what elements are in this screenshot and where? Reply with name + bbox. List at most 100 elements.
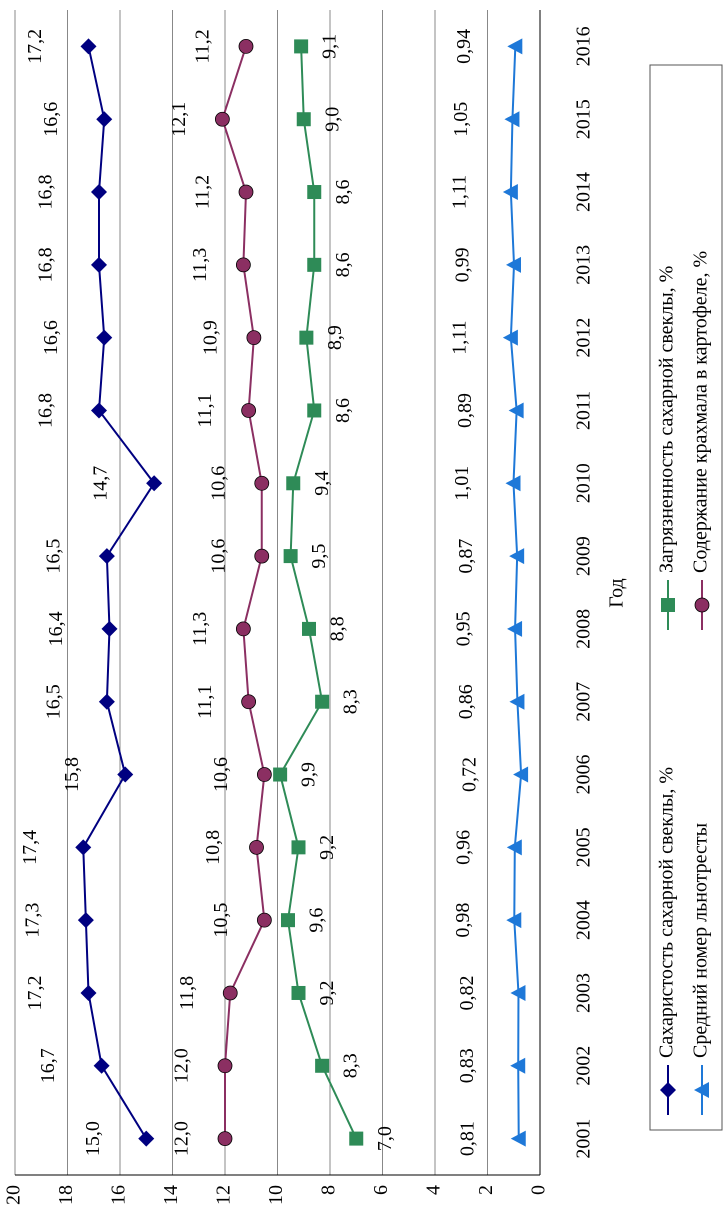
data-point [291,985,306,1000]
series-line [509,46,523,1139]
legend-marker [694,597,710,613]
x-tick-label: 2015 [573,99,595,139]
x-tick-label: 2008 [573,609,595,649]
data-point [256,767,272,782]
data-point [214,111,230,127]
data-label: 10,8 [202,830,224,865]
data-label: 0,95 [453,611,475,646]
data-label: 0,89 [454,393,476,428]
data-label: 11,1 [194,685,216,719]
data-label: 9,1 [319,34,341,59]
data-label: 0,94 [453,29,475,64]
data-point [302,621,316,636]
x-tick-label: 2013 [573,245,595,285]
data-label: 9,9 [298,762,320,787]
data-point [238,39,254,54]
data-label: 0,99 [452,247,474,282]
data-point [315,1058,330,1073]
data-label: 0,86 [455,684,477,719]
data-label: 12,0 [171,1121,193,1156]
data-label: 10,5 [210,903,232,938]
data-point [286,476,301,491]
y-tick-label: 14 [160,1185,182,1205]
data-point [502,329,518,346]
data-point [96,329,113,346]
data-label: 14,7 [90,466,112,501]
data-point [96,111,113,128]
legend-label: Загрязненность сахарной свеклы, % [656,266,678,573]
data-label: 9,2 [316,980,338,1005]
data-point [504,111,520,128]
data-label: 0,72 [459,757,481,792]
data-label: 8,6 [332,180,354,205]
data-label: 16,7 [37,1048,59,1083]
data-point [256,912,272,928]
data-label: 11,3 [189,248,211,282]
data-point [146,475,163,492]
y-tick-label: 8 [318,1185,340,1195]
data-label: 9,4 [311,471,333,496]
data-point [235,621,251,637]
data-point [77,912,94,929]
data-label: 1,01 [451,466,473,501]
series-line [279,46,358,1140]
data-point [513,766,529,783]
data-label: 10,6 [207,539,229,574]
legend-label: Содержание крахмала в картофеле, % [690,251,712,573]
data-point [283,549,298,564]
data-label: 11,2 [192,29,214,63]
y-tick-label: 12 [213,1185,235,1205]
data-label: 16,6 [40,320,62,355]
data-label: 9,6 [306,908,328,933]
legend-marker [661,598,675,612]
data-label: 12,0 [171,1048,193,1083]
data-label: 7,0 [374,1126,396,1151]
y-tick-label: 0 [528,1185,550,1195]
data-label: 8,3 [340,689,362,714]
x-tick-label: 2016 [573,26,595,66]
y-tick-label: 6 [370,1185,392,1195]
data-point [93,1057,110,1074]
y-tick-label: 18 [55,1185,77,1205]
data-point [98,548,115,565]
data-point [508,402,524,419]
data-label: 9,2 [316,835,338,860]
data-point [507,620,523,637]
x-tick-label: 2014 [573,172,595,212]
data-label: 8,3 [340,1053,362,1078]
data-point [254,548,270,564]
data-label: 16,6 [40,102,62,137]
data-point [117,766,134,783]
data-label: 16,5 [42,539,64,574]
x-tick-label: 2004 [573,900,595,940]
data-point [307,257,322,272]
x-tick-label: 2002 [573,1046,595,1086]
data-point [217,1058,233,1074]
y-tick-label: 4 [423,1185,445,1195]
legend-box [649,64,723,1131]
data-point [254,475,270,491]
data-point [249,839,264,855]
data-point [238,184,254,200]
data-label: 16,5 [42,684,64,719]
data-label: 1,05 [450,102,472,137]
data-label: 11,2 [192,175,214,209]
data-label: 15,0 [82,1121,104,1156]
data-point [349,1131,364,1146]
data-label: 0,82 [456,975,478,1010]
legend-label: Сахаристость сахарной свеклы, % [656,767,678,1058]
legend-marker [660,1082,676,1098]
x-tick-label: 2011 [573,391,595,430]
data-label: 0,87 [455,539,477,574]
data-point [91,184,107,201]
data-point [91,402,107,419]
data-point [307,185,322,200]
data-point [291,840,306,855]
data-point [91,256,107,273]
data-point [80,984,97,1001]
x-tick-label: 2001 [573,1119,595,1159]
series-line [221,46,266,1139]
data-label: 0,81 [456,1121,478,1156]
data-label: 8,6 [332,398,354,423]
